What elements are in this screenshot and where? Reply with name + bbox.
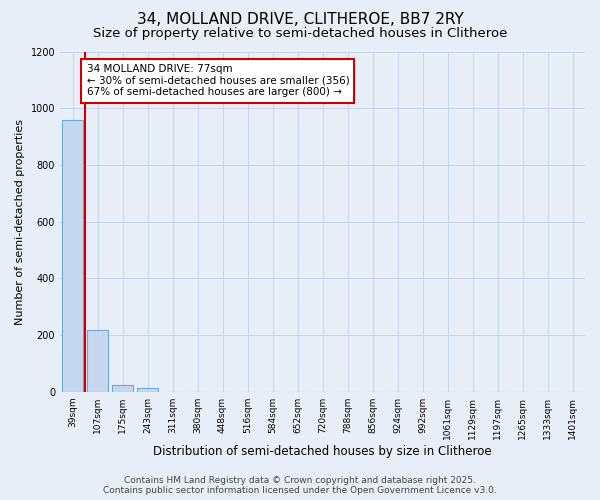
Bar <box>87 330 108 392</box>
Y-axis label: Number of semi-detached properties: Number of semi-detached properties <box>15 118 25 324</box>
X-axis label: Distribution of semi-detached houses by size in Clitheroe: Distribution of semi-detached houses by … <box>153 444 492 458</box>
Bar <box>112 385 133 392</box>
Bar <box>137 388 158 392</box>
Text: Size of property relative to semi-detached houses in Clitheroe: Size of property relative to semi-detach… <box>93 28 507 40</box>
Text: 34, MOLLAND DRIVE, CLITHEROE, BB7 2RY: 34, MOLLAND DRIVE, CLITHEROE, BB7 2RY <box>137 12 463 28</box>
Text: 34 MOLLAND DRIVE: 77sqm
← 30% of semi-detached houses are smaller (356)
67% of s: 34 MOLLAND DRIVE: 77sqm ← 30% of semi-de… <box>86 64 349 98</box>
Bar <box>62 120 83 392</box>
Text: Contains HM Land Registry data © Crown copyright and database right 2025.
Contai: Contains HM Land Registry data © Crown c… <box>103 476 497 495</box>
